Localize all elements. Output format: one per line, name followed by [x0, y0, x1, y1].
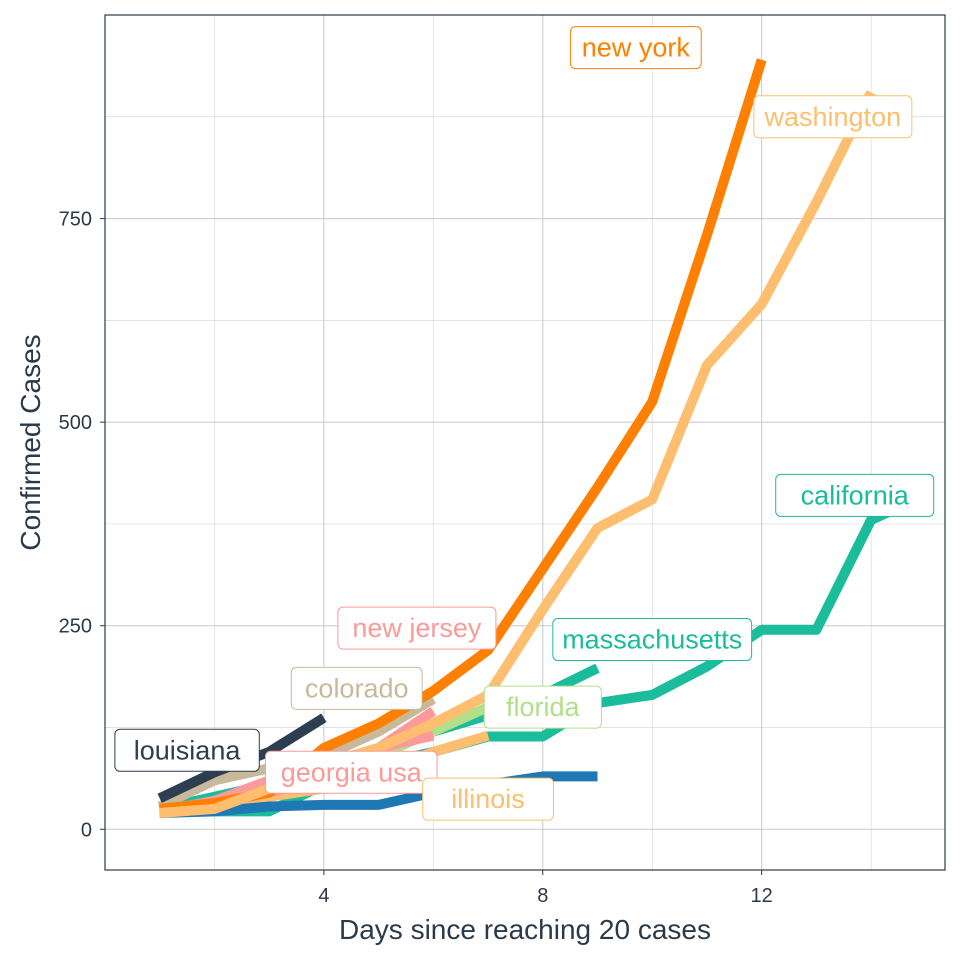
series-label-box — [114, 728, 260, 772]
series-label-box — [775, 473, 935, 517]
x-axis-title: Days since reaching 20 cases — [339, 914, 711, 945]
series-label-florida: florida — [483, 685, 602, 729]
series-line-new-york — [159, 58, 767, 814]
series-labels: new york washington california massachusett… — [114, 26, 935, 821]
series-label-text: new york — [582, 33, 691, 63]
series-label-illinois: illinois — [422, 777, 554, 821]
series-label-text: georgia usa — [281, 757, 423, 787]
series-label-text: illinois — [451, 784, 525, 814]
series-label-box — [264, 750, 438, 794]
y-tick-label: 500 — [59, 412, 92, 434]
series-label-washington: washington — [753, 95, 913, 139]
series-label-box — [552, 618, 753, 662]
series-label-text: florida — [506, 692, 581, 722]
series-label-box — [753, 95, 913, 139]
y-tick-label: 250 — [59, 616, 92, 638]
y-axis-title: Confirmed Cases — [15, 334, 46, 550]
y-tick-label: 750 — [59, 209, 92, 231]
series-label-new-jersey: new jersey — [337, 606, 497, 650]
series-label-box — [483, 685, 602, 729]
series-label-colorado: colorado — [290, 666, 423, 710]
series-label-text: washington — [764, 102, 902, 132]
series-label-text: massachusetts — [562, 625, 742, 655]
series-label-louisiana: louisiana — [114, 728, 260, 772]
series-label-california: california — [775, 473, 935, 517]
series-label-georgia-usa: georgia usa — [264, 750, 438, 794]
series-label-box — [569, 26, 702, 70]
series-label-text: new jersey — [352, 613, 482, 643]
series-label-massachusetts: massachusetts — [552, 618, 753, 662]
series-label-text: louisiana — [134, 735, 242, 765]
y-tick-label: 0 — [81, 819, 92, 841]
series-label-box — [422, 777, 554, 821]
x-tick-label: 12 — [751, 885, 773, 907]
series-label-box — [290, 666, 423, 710]
axis-ticks: 4 8 12 0 250 500 750 — [59, 209, 773, 907]
plot-border — [104, 14, 946, 871]
series-label-text: colorado — [305, 673, 409, 703]
x-tick-label: 4 — [318, 885, 329, 907]
series-label-new-york: new york — [569, 26, 702, 70]
series-label-box — [337, 606, 497, 650]
x-tick-label: 8 — [537, 885, 548, 907]
series-label-text: california — [801, 480, 910, 510]
